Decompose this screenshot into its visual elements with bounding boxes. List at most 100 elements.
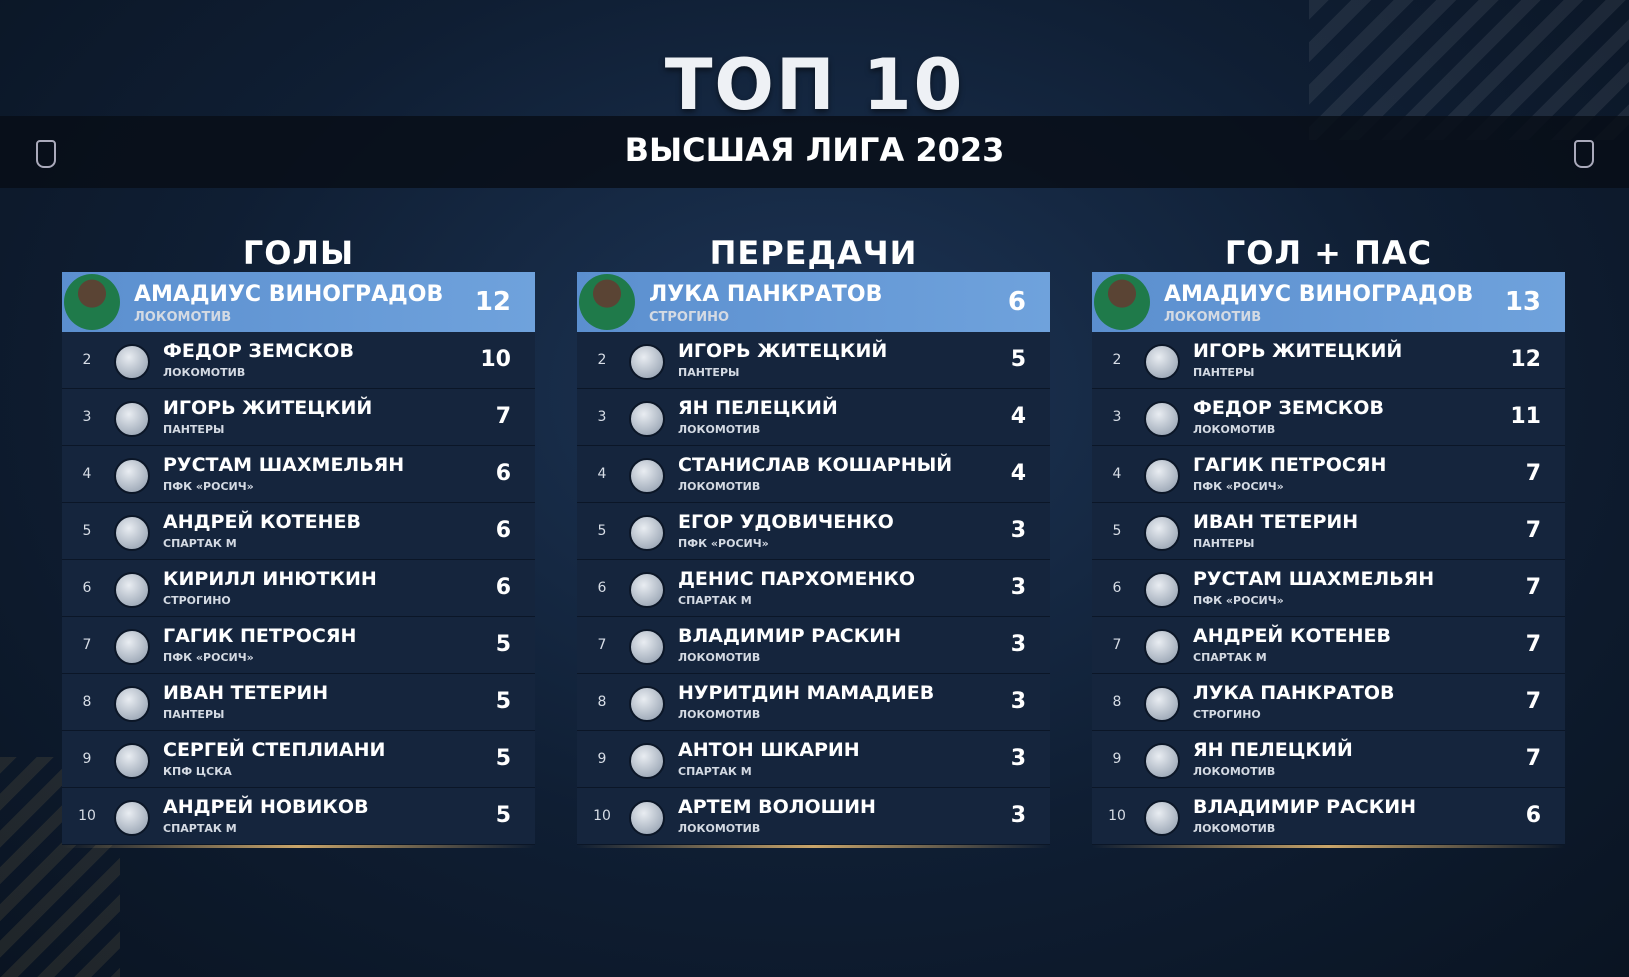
league-logo	[1574, 140, 1594, 168]
rank: 3	[82, 409, 92, 425]
table-row: 3 ЯН ПЕЛЕЦКИЙ ЛОКОМОТИВ 4	[577, 389, 1050, 446]
rank: 5	[597, 523, 607, 539]
team-name: ЛОКОМОТИВ	[678, 822, 761, 835]
player-name: ГАГИК ПЕТРОСЯН	[1193, 454, 1387, 476]
table-title: ГОЛЫ	[242, 234, 355, 272]
table-row: 2 ФЕДОР ЗЕМСКОВ ЛОКОМОТИВ 10	[62, 332, 535, 389]
player-name: ИВАН ТЕТЕРИН	[163, 682, 329, 704]
rank: 9	[82, 751, 92, 767]
rank: 6	[597, 580, 607, 596]
player-name: ЛУКА ПАНКРАТОВ	[1193, 682, 1395, 704]
team-name: СПАРТАК М	[678, 594, 752, 607]
player-name: РУСТАМ ШАХМЕЛЬЯН	[1193, 568, 1435, 590]
table-row: 3 ФЕДОР ЗЕМСКОВ ЛОКОМОТИВ 11	[1092, 389, 1565, 446]
table-row: 7 ГАГИК ПЕТРОСЯН ПФК «РОСИЧ» 5	[62, 617, 535, 674]
rank: 4	[82, 466, 92, 482]
table-row: АМАДИУС ВИНОГРАДОВ ЛОКОМОТИВ 13	[1092, 272, 1565, 332]
table-row: 8 ЛУКА ПАНКРАТОВ СТРОГИНО 7	[1092, 674, 1565, 731]
stat-value: 3	[1010, 689, 1026, 714]
stat-value: 7	[1525, 461, 1541, 486]
team-name: ЛОКОМОТИВ	[1193, 423, 1276, 436]
rank: 2	[1112, 352, 1122, 368]
player-photo	[1094, 274, 1150, 330]
stat-value: 7	[1525, 746, 1541, 771]
table-row: 10 АРТЕМ ВОЛОШИН ЛОКОМОТИВ 3	[577, 788, 1050, 845]
stat-value: 4	[1010, 404, 1026, 429]
player-name: ЯН ПЕЛЕЦКИЙ	[1193, 739, 1353, 761]
rank: 4	[597, 466, 607, 482]
team-logo	[629, 344, 665, 380]
team-name: СПАРТАК М	[163, 822, 237, 835]
team-logo	[629, 686, 665, 722]
team-name: СПАРТАК М	[1193, 651, 1267, 664]
team-logo	[629, 515, 665, 551]
player-name: ИГОРЬ ЖИТЕЦКИЙ	[678, 340, 888, 362]
player-name: АНТОН ШКАРИН	[678, 739, 860, 761]
table-row: 8 ИВАН ТЕТЕРИН ПАНТЕРЫ 5	[62, 674, 535, 731]
team-logo	[114, 743, 150, 779]
table-row: 2 ИГОРЬ ЖИТЕЦКИЙ ПАНТЕРЫ 5	[577, 332, 1050, 389]
team-logo	[114, 629, 150, 665]
rank: 2	[82, 352, 92, 368]
player-name: АНДРЕЙ НОВИКОВ	[163, 796, 369, 818]
stat-value: 13	[1504, 287, 1541, 317]
stat-value: 7	[1525, 689, 1541, 714]
rank: 3	[1112, 409, 1122, 425]
rank: 7	[597, 637, 607, 653]
team-logo	[1144, 572, 1180, 608]
table-row: 6 КИРИЛЛ ИНЮТКИН СТРОГИНО 6	[62, 560, 535, 617]
team-name: СТРОГИНО	[1193, 708, 1261, 721]
team-name: ПФК «РОСИЧ»	[1193, 480, 1284, 493]
table-title: ПЕРЕДАЧИ	[709, 234, 918, 272]
team-name: КПФ ЦСКА	[163, 765, 232, 778]
team-logo	[629, 743, 665, 779]
team-name: ЛОКОМОТИВ	[678, 708, 761, 721]
table-row: 4 ГАГИК ПЕТРОСЯН ПФК «РОСИЧ» 7	[1092, 446, 1565, 503]
player-name: ЕГОР УДОВИЧЕНКО	[678, 511, 894, 533]
rank: 2	[597, 352, 607, 368]
player-name: ВЛАДИМИР РАСКИН	[1193, 796, 1417, 818]
player-name: СЕРГЕЙ СТЕПЛИАНИ	[163, 739, 386, 761]
player-name: ЛУКА ПАНКРАТОВ	[649, 282, 883, 307]
table-footer	[577, 845, 1050, 848]
stat-value: 12	[474, 287, 511, 317]
table: ГОЛЫ АМАДИУС ВИНОГРАДОВ ЛОКОМОТИВ 12 2 ФЕДОР …	[62, 234, 535, 848]
player-name: ФЕДОР ЗЕМСКОВ	[163, 340, 354, 362]
team-logo	[629, 458, 665, 494]
player-name: АРТЕМ ВОЛОШИН	[678, 796, 876, 818]
rank: 3	[597, 409, 607, 425]
team-name: ЛОКОМОТИВ	[134, 310, 232, 325]
stat-value: 5	[495, 746, 511, 771]
rank: 7	[1112, 637, 1122, 653]
subtitle: ВЫСШАЯ ЛИГА 2023	[624, 131, 1005, 169]
stat-value: 5	[1010, 347, 1026, 372]
stat-value: 5	[495, 803, 511, 828]
stat-value: 6	[495, 461, 511, 486]
table-row: 3 ИГОРЬ ЖИТЕЦКИЙ ПАНТЕРЫ 7	[62, 389, 535, 446]
table-row: АМАДИУС ВИНОГРАДОВ ЛОКОМОТИВ 12	[62, 272, 535, 332]
table-row: 6 РУСТАМ ШАХМЕЛЬЯН ПФК «РОСИЧ» 7	[1092, 560, 1565, 617]
table: ГОЛ + ПАС АМАДИУС ВИНОГРАДОВ ЛОКОМОТИВ 13 2 И…	[1092, 234, 1565, 848]
team-logo	[114, 344, 150, 380]
player-name: ИВАН ТЕТЕРИН	[1193, 511, 1359, 533]
table-row: 10 АНДРЕЙ НОВИКОВ СПАРТАК М 5	[62, 788, 535, 845]
stat-value: 7	[1525, 518, 1541, 543]
team-name: ПФК «РОСИЧ»	[163, 480, 254, 493]
rank: 9	[1112, 751, 1122, 767]
player-name: ФЕДОР ЗЕМСКОВ	[1193, 397, 1384, 419]
team-name: СПАРТАК М	[678, 765, 752, 778]
team-logo	[114, 515, 150, 551]
title: ТОП 10	[664, 44, 965, 126]
team-logo	[629, 800, 665, 836]
team-logo	[1144, 458, 1180, 494]
team-name: ПФК «РОСИЧ»	[163, 651, 254, 664]
team-logo	[114, 800, 150, 836]
rank: 8	[597, 694, 607, 710]
team-logo	[114, 686, 150, 722]
table-row: 6 ДЕНИС ПАРХОМЕНКО СПАРТАК М 3	[577, 560, 1050, 617]
player-name: РУСТАМ ШАХМЕЛЬЯН	[163, 454, 405, 476]
team-logo	[1144, 629, 1180, 665]
stat-value: 7	[1525, 575, 1541, 600]
player-name: НУРИТДИН МАМАДИЕВ	[678, 682, 935, 704]
